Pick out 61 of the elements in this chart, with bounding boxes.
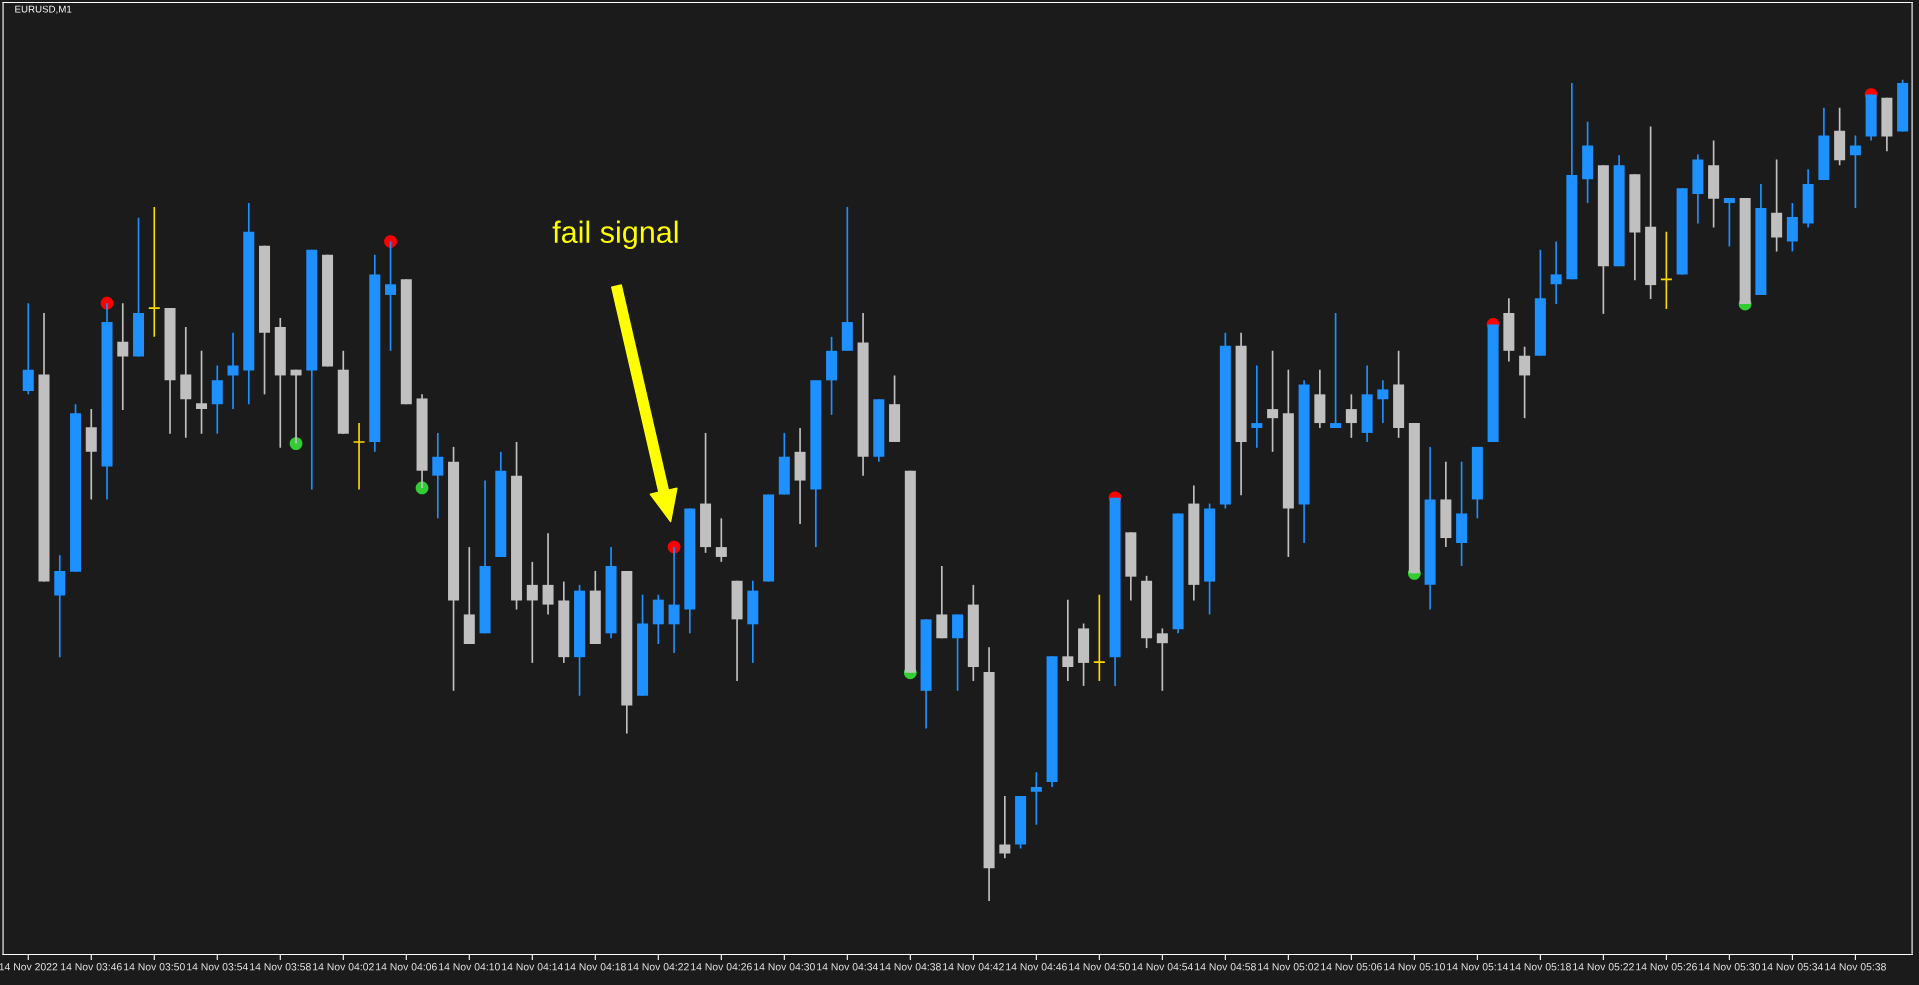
candlestick <box>22 302 34 396</box>
x-tick-label: 14 Nov 04:34 <box>817 963 878 971</box>
x-tick-label: 14 Nov 2022 <box>0 963 58 971</box>
x-tick-label: 14 Nov 05:06 <box>1321 963 1382 971</box>
candlestick <box>1550 240 1562 305</box>
candlestick <box>715 517 727 563</box>
x-tick-label: 14 Nov 04:22 <box>628 963 689 971</box>
x-tick-label: 14 Nov 05:26 <box>1636 963 1697 971</box>
x-tick-label: 14 Nov 04:58 <box>1195 963 1256 971</box>
candlestick <box>227 331 239 410</box>
candlestick <box>1345 393 1357 439</box>
candlestick <box>999 795 1011 860</box>
x-tick-label: 14 Nov 04:18 <box>565 963 626 971</box>
x-tick-label: 14 Nov 03:46 <box>61 963 122 971</box>
candlestick <box>1251 364 1263 449</box>
candlestick <box>432 432 444 520</box>
x-tick-label: 14 Nov 04:10 <box>439 963 500 971</box>
x-tick-label: 14 Nov 05:38 <box>1825 963 1886 971</box>
x-tick-label: 14 Nov 04:02 <box>313 963 374 971</box>
annotation: fail signal <box>552 220 678 250</box>
candlestick <box>147 206 161 338</box>
candlestick <box>196 349 208 435</box>
x-tick-label: 14 Nov 05:02 <box>1258 963 1319 971</box>
x-tick-label: 14 Nov 03:54 <box>187 963 248 971</box>
x-tick-label: 14 Nov 04:42 <box>943 963 1004 971</box>
x-tick-label: 14 Nov 04:38 <box>880 963 941 971</box>
x-tick-label: 14 Nov 04:30 <box>754 963 815 971</box>
candlestick <box>1377 379 1389 424</box>
x-tick-label: 14 Nov 05:14 <box>1447 963 1509 971</box>
x-tick-label: 14 Nov 05:18 <box>1510 963 1571 971</box>
candlestick <box>526 561 538 664</box>
x-tick-label: 14 Nov 04:06 <box>376 963 437 971</box>
chart-title: EURUSD,M1 <box>15 5 72 14</box>
candlestick <box>1849 134 1861 209</box>
x-tick-label: 14 Nov 05:22 <box>1573 963 1634 971</box>
x-tick-label: 14 Nov 03:58 <box>250 963 311 971</box>
candlestick <box>1723 197 1735 248</box>
candlestick <box>936 565 948 640</box>
candlestick <box>542 532 554 616</box>
candlestick <box>352 422 366 491</box>
x-tick-label: 14 Nov 04:14 <box>502 963 563 971</box>
candlestick <box>1030 771 1042 826</box>
x-tick-label: 14 Nov 04:46 <box>1006 963 1067 971</box>
x-tick-label: 14 Nov 05:34 <box>1762 963 1824 971</box>
x-tick-label: 14 Nov 05:30 <box>1699 963 1760 971</box>
x-tick-label: 14 Nov 05:10 <box>1384 963 1445 971</box>
point <box>384 235 397 248</box>
x-tick-label: 14 Nov 03:50 <box>124 963 185 971</box>
candlestick <box>1267 349 1279 453</box>
candlestick <box>117 302 129 411</box>
candlestick <box>1660 230 1673 310</box>
candlestick <box>1156 627 1168 692</box>
candlestick <box>1330 312 1342 429</box>
candlestick <box>211 364 223 435</box>
x-tick-label: 14 Nov 04:50 <box>1069 963 1130 971</box>
candlestick <box>1519 345 1531 419</box>
candlestick <box>1092 593 1106 682</box>
x-tick-label: 14 Nov 04:54 <box>1132 963 1194 971</box>
x-tick-label: 14 Nov 04:26 <box>691 963 752 971</box>
candlestick <box>1062 598 1074 682</box>
candlestick <box>952 613 964 692</box>
